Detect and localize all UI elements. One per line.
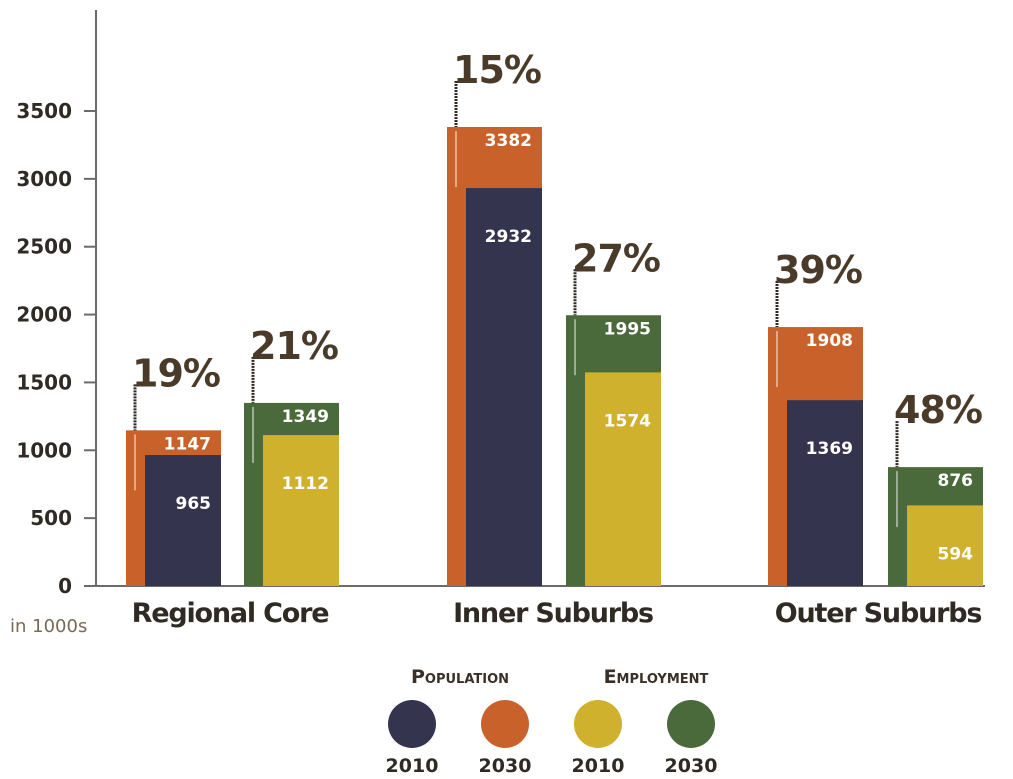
y-tick-label: 3000: [16, 167, 72, 191]
employment-3-2030-value: 876: [938, 471, 974, 491]
legend-year-label: 2030: [479, 755, 532, 777]
population-1-2010-value: 965: [176, 494, 212, 514]
legend-swatch: [574, 700, 622, 748]
y-tick-label: 500: [30, 506, 72, 530]
category-label: Regional Core: [132, 598, 329, 629]
y-tick-label: 3500: [16, 99, 72, 123]
population-3-2010-bar: [787, 400, 863, 586]
y-tick-label: 0: [58, 574, 72, 598]
category-label: Outer Suburbs: [775, 598, 982, 629]
population-2-growth-label: 15%: [453, 48, 541, 92]
employment-2-2010-bar: [585, 372, 661, 586]
employment-1-2010-value: 1112: [282, 474, 329, 494]
legend-year-label: 2010: [386, 755, 439, 777]
y-tick-label: 1500: [16, 370, 72, 394]
category-labels: Regional Core Inner Suburbs Outer Suburbs: [132, 598, 983, 629]
unit-label: in 1000s: [10, 616, 87, 637]
employment-1-2010-bar: [263, 435, 339, 586]
population-2-2010-bar: [466, 188, 542, 587]
legend-swatch: [481, 700, 529, 748]
employment-3-2010-bar: [907, 505, 983, 586]
population-2-2010-value: 2932: [485, 227, 532, 247]
legend-population-heading: Population: [411, 666, 509, 688]
population-3-2010-value: 1369: [806, 439, 853, 459]
population-1-2030-value: 1147: [164, 434, 211, 454]
legend: Population Employment 2010 2030 2010 2030: [386, 666, 718, 777]
legend-swatch: [388, 700, 436, 748]
employment-3-growth-label: 48%: [894, 388, 982, 432]
population-3-2030-value: 1908: [806, 331, 853, 351]
employment-2-2010-value: 1574: [604, 411, 651, 431]
population-2-2030-value: 3382: [485, 131, 532, 151]
employment-3-2010-value: 594: [938, 544, 974, 564]
legend-year-label: 2030: [665, 755, 718, 777]
population-1-growth-label: 19%: [132, 351, 220, 395]
y-tick-label: 2000: [16, 303, 72, 327]
legend-swatch: [667, 700, 715, 748]
population-3-growth-label: 39%: [774, 248, 862, 292]
bars: 1147 965 19% 1349 1112 21% 3382 2932 15% 1995 1574…: [126, 48, 983, 587]
employment-2-growth-label: 27%: [572, 236, 660, 280]
category-label: Inner Suburbs: [453, 598, 653, 629]
population-1-2010-bar: [145, 455, 221, 586]
y-tick-label: 2500: [16, 235, 72, 259]
legend-employment-heading: Employment: [604, 666, 709, 688]
y-tick-label: 1000: [16, 438, 72, 462]
employment-2-2030-value: 1995: [604, 319, 651, 339]
employment-1-growth-label: 21%: [250, 324, 338, 368]
employment-1-2030-value: 1349: [282, 407, 329, 427]
legend-year-label: 2010: [572, 755, 625, 777]
